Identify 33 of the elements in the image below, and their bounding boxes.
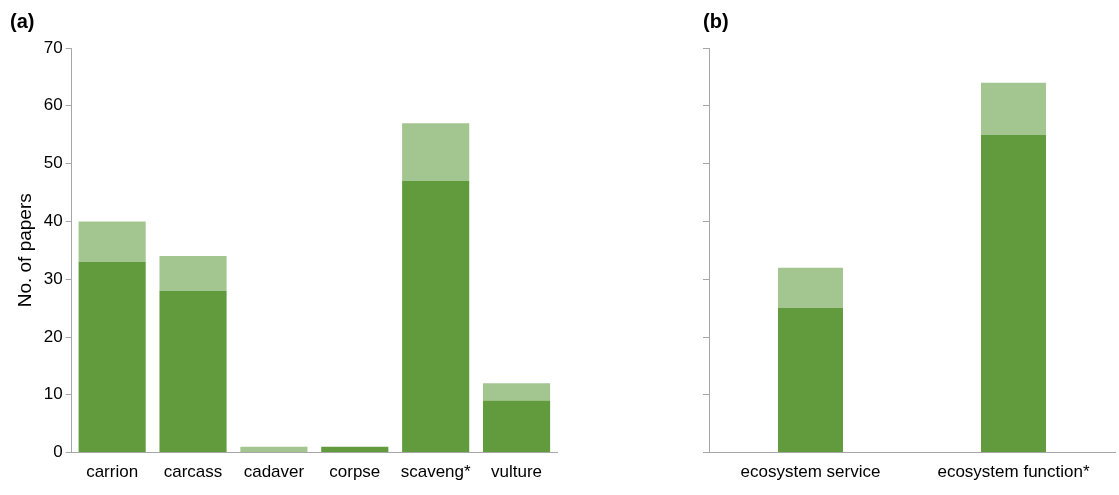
bar bbox=[981, 134, 1046, 453]
bar bbox=[321, 446, 389, 453]
x-tick-label: carrion bbox=[86, 462, 139, 482]
x-tick-label: ecosystem function* bbox=[937, 462, 1090, 482]
y-tick-label: 40 bbox=[43, 211, 63, 231]
bar bbox=[402, 123, 470, 181]
y-tick-label: 60 bbox=[43, 95, 63, 115]
x-tick-label: vulture bbox=[491, 462, 543, 482]
bar bbox=[482, 383, 551, 401]
x-tick-label: carcass bbox=[163, 462, 223, 482]
y-axis-title: No. of papers bbox=[13, 193, 35, 308]
x-tick-label: scaveng* bbox=[400, 462, 472, 482]
bar bbox=[159, 290, 227, 453]
y-tick-label: 10 bbox=[43, 384, 63, 404]
bar bbox=[482, 400, 551, 453]
bar bbox=[778, 308, 843, 453]
y-tick-label: 50 bbox=[43, 153, 63, 173]
bar bbox=[240, 446, 308, 453]
chart-title: (a) bbox=[10, 9, 35, 32]
bar bbox=[981, 82, 1046, 135]
bar bbox=[159, 256, 227, 291]
y-tick-label: 70 bbox=[43, 37, 63, 57]
chart-title: (b) bbox=[703, 9, 729, 32]
bar bbox=[78, 261, 146, 453]
y-tick-label: 30 bbox=[43, 268, 63, 288]
bar bbox=[78, 221, 146, 262]
bar bbox=[402, 180, 470, 453]
x-tick-label: corpse bbox=[329, 462, 381, 482]
x-tick-label: cadaver bbox=[243, 462, 305, 482]
x-tick-label: ecosystem service bbox=[740, 462, 881, 482]
y-tick-label: 20 bbox=[43, 326, 63, 346]
bar bbox=[778, 267, 843, 309]
y-tick-label: 0 bbox=[53, 442, 63, 462]
